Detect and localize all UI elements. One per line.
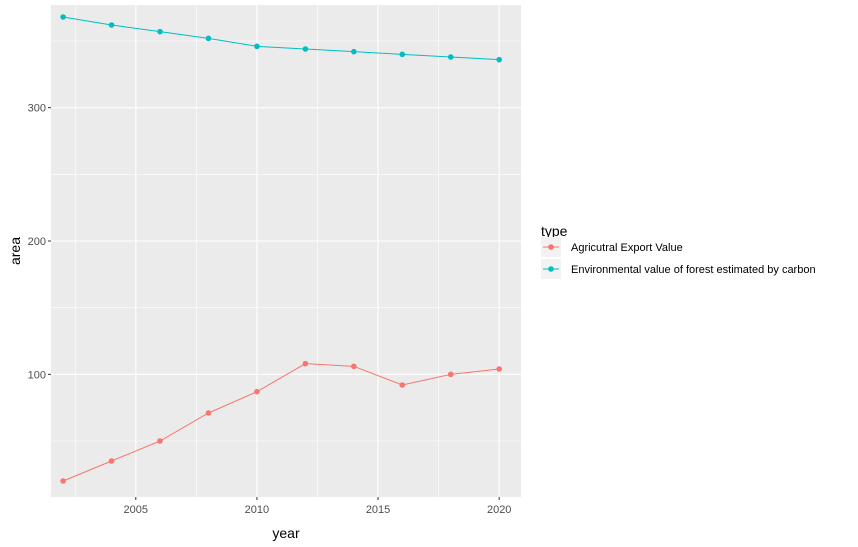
data-point: [447, 371, 454, 378]
x-tick-label: 2010: [245, 504, 269, 516]
data-point: [157, 28, 163, 35]
x-tick-label: 2020: [487, 504, 511, 516]
data-point: [496, 366, 502, 372]
legend-title: type: [541, 223, 568, 239]
y-tick-label: 300: [28, 103, 46, 115]
legend: type Agricutral Export Value Environmenta…: [541, 223, 816, 279]
x-tick-label: 2005: [124, 504, 148, 516]
data-point: [205, 410, 212, 416]
legend-label: Agricutral Export Value: [571, 242, 683, 254]
legend-key-point: [548, 266, 554, 272]
data-point: [351, 48, 357, 55]
data-point: [302, 360, 309, 367]
data-point: [254, 388, 260, 395]
data-point: [496, 56, 502, 63]
data-point: [254, 43, 260, 50]
data-point: [108, 22, 115, 28]
data-point: [60, 478, 66, 484]
series-line-2: [63, 16, 500, 61]
x-tick-label: 2015: [366, 504, 390, 516]
legend-items: Agricutral Export Value Environmental val…: [541, 237, 816, 279]
data-point: [399, 382, 406, 388]
series-layer: [60, 14, 502, 484]
plot-panel: [51, 5, 521, 497]
major-gridlines: [51, 5, 521, 497]
y-tick-label: 200: [28, 236, 46, 248]
y-axis-title: area: [7, 237, 23, 265]
y-axis-ticks: 100 200 300: [28, 103, 51, 381]
data-point: [108, 458, 115, 464]
data-point: [157, 438, 163, 444]
x-axis-ticks: 2005 2010 2015 2020: [124, 497, 511, 516]
data-point: [60, 14, 66, 20]
data-point: [447, 54, 454, 60]
legend-key-point: [548, 244, 554, 250]
data-point: [351, 363, 357, 370]
series-line-1: [62, 363, 500, 482]
y-tick-label: 100: [28, 369, 46, 381]
data-point: [205, 35, 212, 42]
legend-label: Environmental value of forest estimated …: [571, 264, 816, 276]
data-point: [399, 51, 406, 58]
minor-gridlines: [51, 5, 521, 497]
data-point: [302, 46, 309, 52]
x-axis-title: year: [272, 525, 300, 541]
